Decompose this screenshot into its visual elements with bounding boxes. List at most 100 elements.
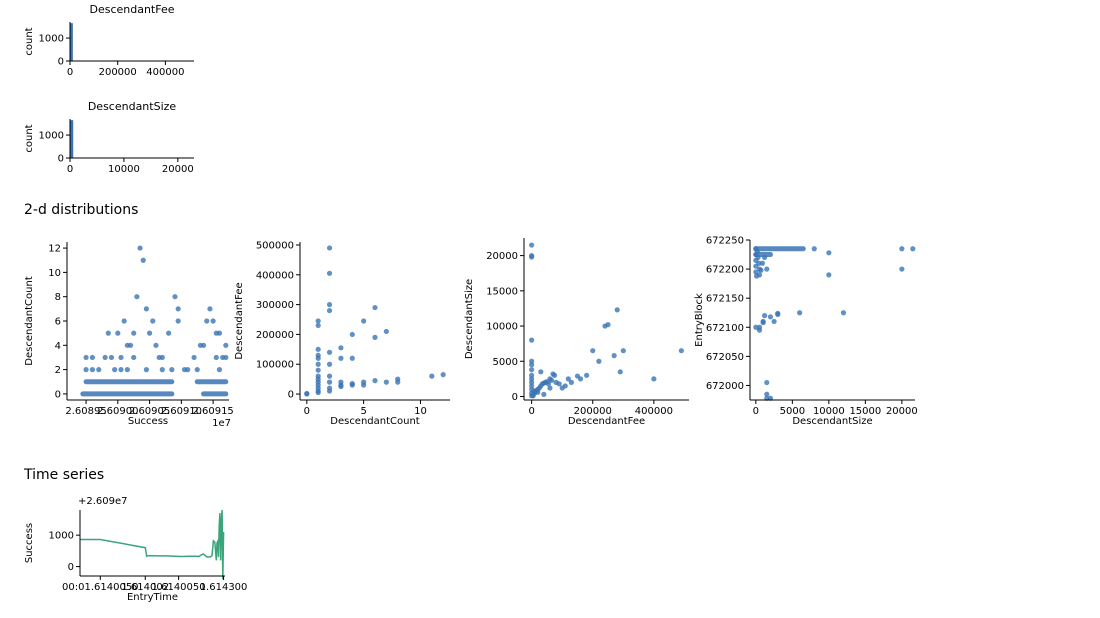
scatter-point bbox=[105, 330, 111, 336]
scatter-point bbox=[797, 310, 803, 316]
scatter-point bbox=[315, 346, 321, 352]
scatter-point bbox=[96, 367, 102, 373]
y-tick-label: 400000 bbox=[256, 270, 294, 281]
scatter-point bbox=[762, 254, 768, 261]
x-tick-label: 0 bbox=[528, 406, 534, 417]
scatter-point bbox=[529, 254, 535, 260]
y-tick-label: 0 bbox=[55, 389, 61, 400]
x-tick-label: 20000 bbox=[886, 406, 918, 417]
scatter-point bbox=[530, 393, 536, 399]
scatter-point bbox=[754, 249, 760, 255]
scatter-point bbox=[216, 367, 223, 373]
x-tick-label: 10000 bbox=[108, 164, 140, 175]
scatter-point bbox=[216, 330, 223, 336]
scatter-point bbox=[118, 367, 124, 373]
x-tick-label: 5000 bbox=[780, 406, 805, 417]
x-tick-label: 400000 bbox=[146, 67, 184, 78]
x-tick-label: 1.614002 bbox=[121, 582, 169, 593]
scatter-point bbox=[134, 294, 140, 300]
section-title-time-series: Time series bbox=[24, 467, 105, 483]
scatter-point bbox=[395, 379, 401, 385]
y-tick-label: 672200 bbox=[706, 265, 744, 276]
x-tick-label: 200000 bbox=[99, 67, 137, 78]
scatter-point bbox=[326, 373, 333, 379]
scatter-point bbox=[83, 354, 89, 361]
y-tick-label: 6 bbox=[55, 317, 61, 328]
y-axis-label: EntryBlock bbox=[694, 293, 705, 347]
scatter-point bbox=[223, 342, 229, 348]
scatter-point bbox=[440, 372, 446, 378]
scatter-point bbox=[577, 376, 584, 382]
scatter-point bbox=[562, 383, 568, 389]
scatter-point bbox=[775, 310, 781, 316]
y-axis-label: count bbox=[24, 124, 35, 152]
scatter-point bbox=[172, 294, 178, 300]
scatter-point bbox=[383, 328, 389, 335]
scatter-point bbox=[767, 314, 774, 320]
y-tick-label: 2 bbox=[55, 365, 61, 376]
y-tick-label: 100000 bbox=[256, 360, 294, 371]
scatter-point bbox=[620, 348, 626, 354]
scatter-point bbox=[617, 369, 623, 375]
scatter-point bbox=[758, 267, 764, 273]
scatter-point bbox=[140, 257, 146, 263]
scatter-point bbox=[372, 378, 378, 384]
scatter-point bbox=[556, 381, 562, 387]
y-tick-label: 5000 bbox=[493, 357, 518, 368]
scatter-point bbox=[326, 388, 333, 394]
scatter-point bbox=[811, 246, 817, 252]
x-tick-label: 1.6140050 bbox=[152, 582, 206, 593]
scatter-point bbox=[590, 348, 596, 354]
y-tick-label: 15000 bbox=[486, 286, 518, 297]
scatter-point bbox=[372, 334, 378, 340]
scatter-point bbox=[535, 389, 541, 395]
x-axis-label: DescendantSize bbox=[792, 416, 872, 427]
scatter-point bbox=[614, 307, 620, 313]
scatter-point bbox=[372, 304, 378, 311]
scatter-point bbox=[349, 331, 355, 338]
scatter-point bbox=[326, 245, 333, 251]
y-axis-label: DescendantFee bbox=[234, 282, 245, 359]
scatter-point bbox=[124, 367, 130, 373]
section-title-2d: 2-d distributions bbox=[24, 202, 139, 218]
scatter-point bbox=[565, 376, 571, 382]
y-axis-label: DescendantSize bbox=[464, 279, 475, 359]
scatter-point bbox=[762, 313, 768, 319]
scatter-point bbox=[547, 385, 553, 391]
scatter-point bbox=[194, 367, 200, 373]
scatter-point bbox=[596, 358, 602, 364]
scatter-point bbox=[910, 246, 916, 252]
scatter-point bbox=[756, 260, 762, 266]
scatter-point bbox=[185, 367, 191, 373]
y-tick-label: 672050 bbox=[706, 352, 744, 363]
y-tick-label: 10000 bbox=[486, 322, 518, 333]
scatter-point bbox=[529, 242, 535, 248]
scatter-point bbox=[545, 381, 552, 387]
scatter-point bbox=[899, 266, 905, 272]
scatter-point bbox=[529, 362, 535, 368]
scatter-point bbox=[326, 361, 333, 367]
x-tick-label: 0 bbox=[753, 406, 759, 417]
scatter-point bbox=[361, 382, 367, 388]
scatter-point bbox=[159, 367, 165, 373]
y-tick-label: 0 bbox=[288, 390, 294, 401]
scatter-point bbox=[538, 369, 544, 375]
scatter-point bbox=[315, 367, 321, 373]
descendantfee-histogram: DescendantFee 0 200000 400000 0 1000 count bbox=[24, 3, 194, 78]
scatter-point bbox=[429, 373, 435, 379]
scatter-point bbox=[137, 245, 143, 251]
scatter-point bbox=[651, 376, 657, 382]
scatter-point bbox=[169, 367, 175, 373]
axis-offset-text: +2.609e7 bbox=[78, 496, 128, 507]
scatter-point bbox=[548, 377, 555, 383]
x-tick-label: 2.60905 bbox=[129, 406, 170, 417]
scatter-point bbox=[220, 354, 226, 361]
x-tick-label: 10000 bbox=[813, 406, 845, 417]
scatter-point bbox=[112, 367, 118, 373]
scatter-point bbox=[338, 345, 344, 351]
x-tick-label: 2.60915 bbox=[192, 406, 233, 417]
scatter-point bbox=[349, 355, 355, 361]
scatter-point bbox=[175, 306, 181, 312]
y-tick-label: 672100 bbox=[706, 323, 744, 334]
